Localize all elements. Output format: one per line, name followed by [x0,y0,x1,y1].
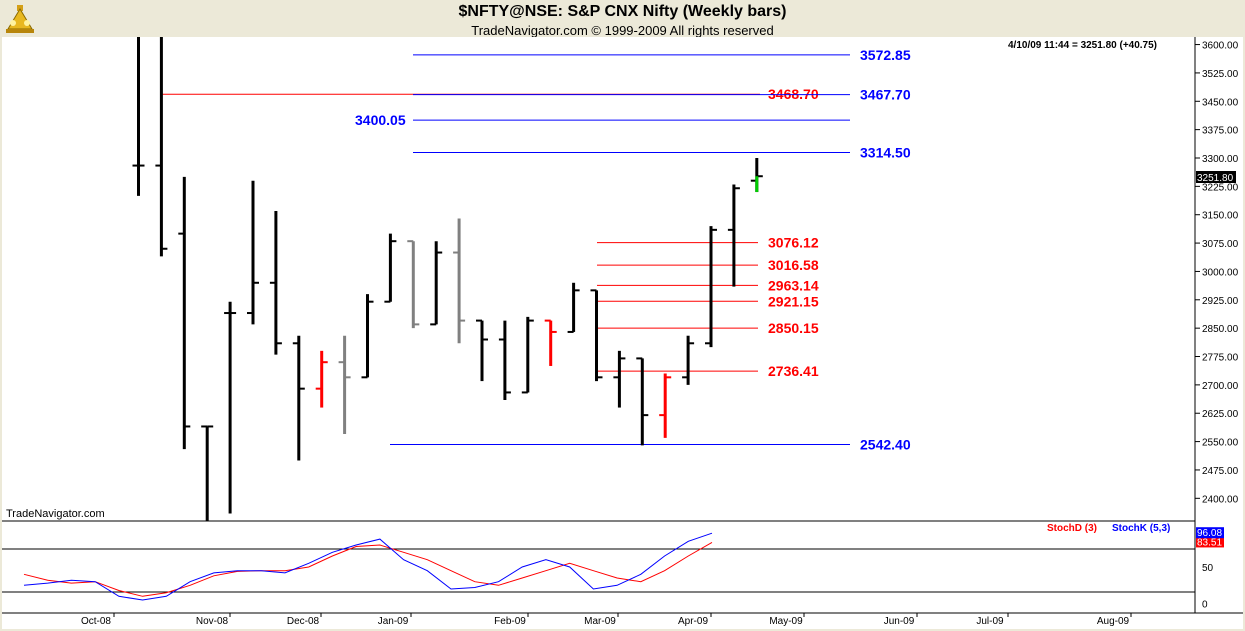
x-tick-label: Jul-09 [976,616,1004,627]
price-y-ticks: 2400.00 2475.00 2550.00 2625.00 2700.00 2775.… [1195,41,1239,505]
level-label: 3076.12 [768,235,819,251]
watermark-text: TradeNavigator.com [6,508,105,520]
stoch-legend-k: StochK (5,3) [1112,523,1170,534]
tradenavigator-logo-icon [3,3,37,37]
price-tick-label: 3375.00 [1202,126,1239,137]
x-tick-label: Oct-08 [81,616,111,627]
level-label: 3400.05 [355,112,406,128]
x-tick-label: Apr-09 [678,616,708,627]
last-price-label: 3251.80 [1197,173,1234,184]
stoch-legend-d: StochD (3) [1047,523,1097,534]
price-tick-label: 2400.00 [1202,494,1239,505]
stoch-tick-label: 0 [1202,600,1208,611]
price-tick-label: 3450.00 [1202,97,1239,108]
stoch-value-label: 83.51 [1197,537,1222,548]
chart-title: $NFTY@NSE: S&P CNX Nifty (Weekly bars) [458,3,787,20]
last-quote-info: 4/10/09 11:44 = 3251.80 (+40.75) [1008,40,1157,51]
x-tick-label: Dec-08 [287,616,320,627]
x-axis-ticks: Oct-08 Nov-08 Dec-08 Jan-09 Feb-09 Mar-09 Apr-… [81,613,1132,627]
stoch-line-blue [23,532,713,601]
price-tick-label: 2550.00 [1202,438,1239,449]
level-label: 3016.58 [768,257,819,273]
level-label: 2850.15 [768,320,819,336]
price-tick-label: 2775.00 [1202,353,1239,364]
price-tick-label: 3150.00 [1202,211,1239,222]
price-tick-label: 2625.00 [1202,409,1239,420]
stoch-panel [2,521,1195,613]
level-label: 2921.15 [768,293,819,309]
level-label: 3467.70 [860,87,911,103]
price-tick-label: 3075.00 [1202,239,1239,250]
level-label: 2736.41 [768,363,819,379]
x-tick-label: Mar-09 [584,616,616,627]
price-tick-label: 3300.00 [1202,154,1239,165]
level-label: 3314.50 [860,145,911,161]
x-tick-label: Aug-09 [1097,616,1130,627]
x-tick-label: Nov-08 [196,616,229,627]
stoch-value-tag [1196,527,1224,539]
price-tick-label: 2700.00 [1202,381,1239,392]
x-tick-label: Feb-09 [494,616,526,627]
level-label: 3572.85 [860,47,911,63]
price-bars [132,37,763,521]
price-tick-label: 2925.00 [1202,296,1239,307]
stoch-value-tag [1196,536,1224,548]
price-tick-label: 3525.00 [1202,69,1239,80]
x-tick-label: Jan-09 [378,616,409,627]
x-axis-panel [2,613,1243,629]
level-label: 2963.14 [768,277,819,293]
x-tick-label: Jun-09 [884,616,915,627]
price-panel [2,37,1195,521]
y-axis-panel [1195,37,1243,613]
price-tick-label: 3000.00 [1202,267,1239,278]
price-tick-label: 2475.00 [1202,466,1239,477]
x-tick-label: May-09 [769,616,803,627]
price-tick-label: 3225.00 [1202,182,1239,193]
stoch-tick-label: 50 [1202,563,1214,574]
level-label: 2542.40 [860,436,911,452]
last-price-tag [1196,171,1236,183]
price-tick-label: 2850.00 [1202,324,1239,335]
price-tick-label: 3600.00 [1202,41,1239,52]
stoch-line-red [23,541,713,597]
chart-subtitle: TradeNavigator.com © 1999-2009 All right… [471,23,774,38]
stoch-value-label: 96.08 [1197,528,1222,539]
